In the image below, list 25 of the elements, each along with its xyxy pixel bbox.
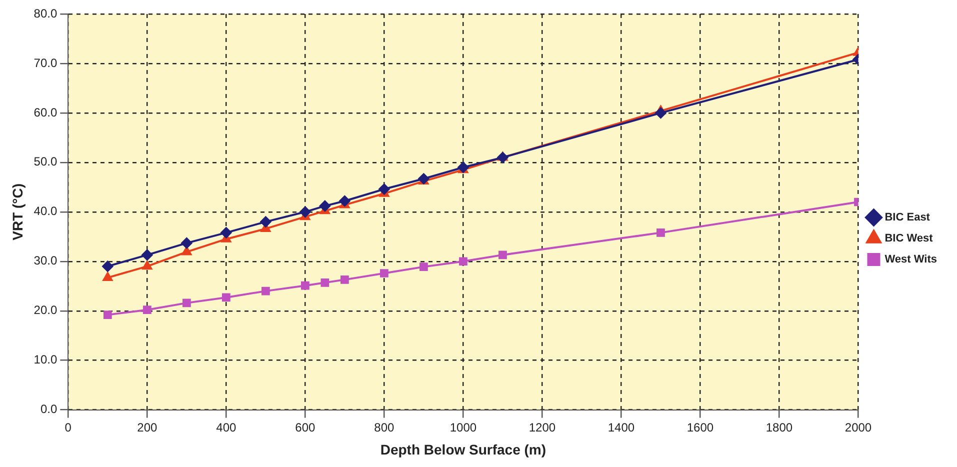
x-tick-label: 1600 <box>686 420 714 434</box>
y-tick-label: 70.0 <box>34 56 58 70</box>
y-tick-label: 60.0 <box>34 105 58 120</box>
x-tick-label: 2000 <box>844 420 872 434</box>
x-axis-title: Depth Below Surface (m) <box>380 441 546 458</box>
x-tick-label: 400 <box>216 420 237 434</box>
x-tick-label: 1200 <box>528 420 556 434</box>
x-tick-label: 1000 <box>450 420 477 434</box>
y-tick-label: 30.0 <box>34 254 58 268</box>
x-tick-label: 1400 <box>608 420 635 434</box>
legend-label: BIC East <box>884 212 930 224</box>
x-tick-label: 200 <box>137 420 158 434</box>
x-tick-label: 1800 <box>766 420 793 434</box>
x-tick-label: 600 <box>295 420 316 434</box>
x-tick-label: 800 <box>374 420 395 434</box>
y-tick-label: 10.0 <box>34 352 58 367</box>
legend-label: West Wits <box>884 254 938 266</box>
x-tick-label: 0 <box>64 420 72 434</box>
y-tick-label: 20.0 <box>34 303 58 318</box>
y-tick-label: 40.0 <box>34 204 58 218</box>
y-axis-title: VRT (°C) <box>9 183 26 240</box>
y-tick-label: 80.0 <box>34 6 58 20</box>
y-tick-label: 0.0 <box>40 402 58 416</box>
y-tick-label: 50.0 <box>34 154 58 169</box>
legend-label: BIC West <box>884 232 934 245</box>
